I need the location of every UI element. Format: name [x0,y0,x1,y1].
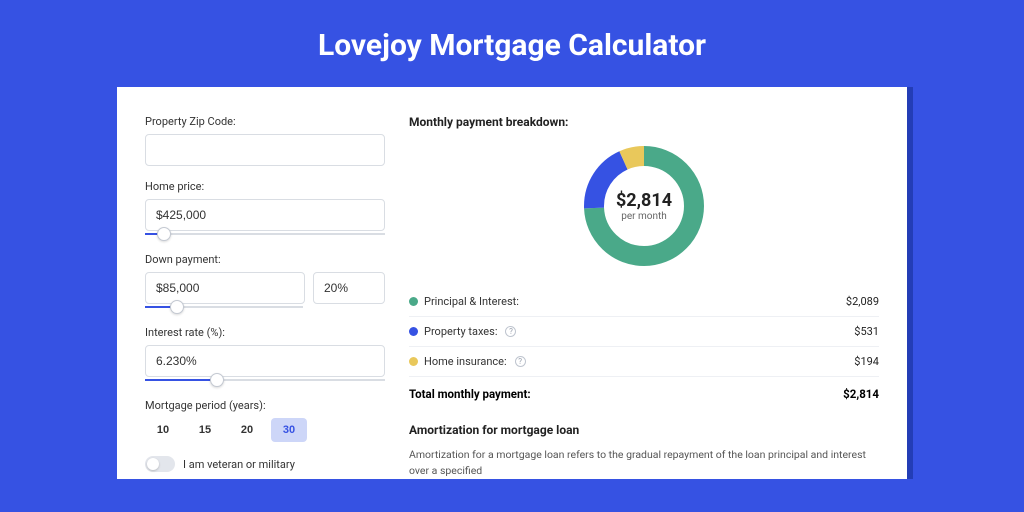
legend-dot [409,357,418,366]
price-slider-thumb[interactable] [157,227,171,241]
page-title: Lovejoy Mortgage Calculator [0,0,1024,87]
total-row: Total monthly payment: $2,814 [409,376,879,401]
total-label: Total monthly payment: [409,387,531,401]
legend-value: $531 [854,325,879,338]
form-column: Property Zip Code: Home price: Down paym… [145,115,385,479]
price-label: Home price: [145,180,385,193]
zip-input[interactable] [145,134,385,166]
period-button-30[interactable]: 30 [271,418,307,442]
down-field: Down payment: [145,253,385,312]
down-slider-thumb[interactable] [170,300,184,314]
amort-text: Amortization for a mortgage loan refers … [409,447,879,479]
period-label: Mortgage period (years): [145,399,385,412]
down-amount-input[interactable] [145,272,305,304]
legend-row: Principal & Interest: $2,089 [409,287,879,316]
rate-slider-thumb[interactable] [210,373,224,387]
period-button-10[interactable]: 10 [145,418,181,442]
legend-label: Property taxes: [424,325,497,338]
amort-heading: Amortization for mortgage loan [409,423,879,437]
price-slider[interactable] [145,229,385,239]
donut-amount: $2,814 [616,190,672,211]
breakdown-column: Monthly payment breakdown: $2,814 per mo… [409,115,879,479]
legend-dot [409,297,418,306]
down-pct-input[interactable] [313,272,385,304]
info-icon[interactable]: ? [515,356,526,367]
legend-value: $194 [854,355,879,368]
rate-input[interactable] [145,345,385,377]
down-slider[interactable] [145,302,303,312]
donut-sublabel: per month [621,211,667,222]
veteran-row: I am veteran or military [145,456,385,472]
legend-row: Home insurance:? $194 [409,346,879,376]
legend-label: Principal & Interest: [424,295,519,308]
rate-slider[interactable] [145,375,385,385]
legend-value: $2,089 [846,295,879,308]
legend-dot [409,327,418,336]
down-label: Down payment: [145,253,385,266]
price-field: Home price: [145,180,385,239]
veteran-label: I am veteran or military [183,458,295,471]
veteran-toggle[interactable] [145,456,175,472]
calculator-card: Property Zip Code: Home price: Down paym… [117,87,907,479]
donut-chart: $2,814 per month [409,141,879,271]
rate-field: Interest rate (%): [145,326,385,385]
legend-label: Home insurance: [424,355,507,368]
period-field: Mortgage period (years): 10152030 [145,399,385,442]
breakdown-heading: Monthly payment breakdown: [409,115,879,129]
legend-row: Property taxes:? $531 [409,316,879,346]
total-value: $2,814 [843,387,879,401]
zip-field: Property Zip Code: [145,115,385,166]
rate-label: Interest rate (%): [145,326,385,339]
price-input[interactable] [145,199,385,231]
info-icon[interactable]: ? [505,326,516,337]
zip-label: Property Zip Code: [145,115,385,128]
period-button-20[interactable]: 20 [229,418,265,442]
period-button-15[interactable]: 15 [187,418,223,442]
